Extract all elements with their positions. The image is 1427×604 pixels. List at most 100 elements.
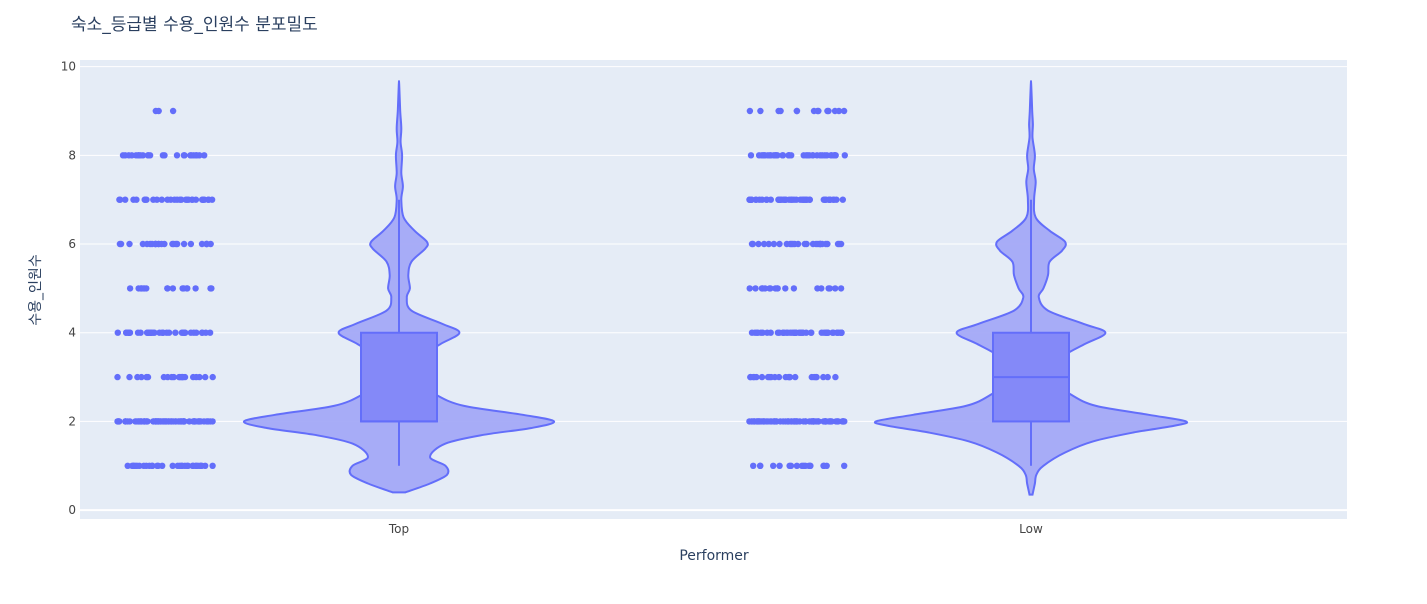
data-point — [123, 329, 130, 336]
data-point — [152, 107, 159, 115]
data-point — [139, 285, 147, 292]
data-point — [770, 462, 777, 469]
y-axis-title: 수용_인원수 — [28, 254, 44, 326]
data-point — [207, 285, 214, 292]
data-point — [172, 240, 180, 248]
data-point — [198, 240, 206, 248]
data-point — [824, 240, 831, 248]
y-tick-label: 6 — [68, 237, 76, 251]
data-point — [159, 329, 166, 336]
data-point — [800, 196, 807, 203]
data-point — [767, 329, 774, 336]
data-point — [794, 240, 802, 248]
data-point — [748, 196, 755, 203]
data-point — [143, 418, 150, 425]
data-point — [789, 240, 797, 248]
data-point — [746, 107, 754, 115]
data-point — [824, 107, 831, 115]
violin-layer — [242, 80, 1189, 496]
data-point — [817, 240, 824, 248]
data-point — [150, 196, 157, 203]
data-point — [832, 285, 839, 292]
data-point — [119, 152, 127, 159]
data-point — [792, 418, 799, 425]
data-point — [192, 196, 200, 203]
data-point — [792, 329, 799, 336]
data-point — [803, 152, 810, 159]
data-point — [197, 462, 204, 469]
data-point — [779, 152, 787, 159]
data-point — [803, 329, 810, 336]
data-point — [183, 196, 191, 203]
data-point — [770, 240, 778, 248]
data-point — [117, 240, 125, 248]
data-point — [790, 285, 798, 292]
data-point — [785, 418, 792, 425]
data-point — [833, 329, 841, 336]
data-point — [819, 152, 826, 159]
data-point — [191, 418, 198, 425]
data-point — [114, 418, 122, 425]
data-point — [126, 373, 133, 381]
data-point — [841, 152, 848, 159]
data-point — [129, 462, 136, 469]
data-point — [760, 240, 768, 248]
data-point — [776, 462, 783, 469]
data-point — [752, 285, 759, 292]
data-point — [831, 107, 839, 115]
data-point — [155, 418, 162, 425]
data-point — [196, 418, 203, 425]
data-point — [158, 196, 165, 203]
data-point — [750, 373, 757, 381]
data-point — [793, 107, 800, 115]
data-point — [820, 418, 827, 425]
data-point — [809, 418, 816, 425]
data-point — [187, 240, 195, 248]
data-point — [824, 329, 832, 336]
data-point — [775, 373, 783, 381]
data-point — [757, 462, 764, 469]
data-point — [829, 329, 836, 336]
data-point — [161, 152, 168, 159]
data-point — [205, 196, 212, 203]
data-point — [808, 373, 815, 381]
y-tick-label: 10 — [61, 60, 76, 74]
data-point — [767, 285, 774, 292]
data-point — [199, 196, 206, 203]
data-point — [137, 152, 144, 159]
data-point — [176, 196, 184, 203]
data-point — [192, 462, 199, 469]
data-point — [757, 107, 764, 115]
data-point — [785, 152, 792, 159]
data-point — [187, 329, 195, 336]
data-point — [139, 240, 147, 248]
axis-layer: 0 2 4 6 8 10 Top Low — [61, 60, 1043, 536]
data-point — [122, 418, 129, 425]
data-point — [814, 107, 821, 115]
data-point — [786, 373, 794, 381]
data-point — [788, 196, 795, 203]
data-point — [143, 373, 150, 381]
data-point — [128, 152, 135, 159]
x-axis-title: Performer — [679, 548, 749, 564]
data-point — [201, 152, 208, 159]
data-point — [758, 373, 766, 381]
data-point — [818, 285, 825, 292]
data-point — [181, 152, 188, 159]
data-point — [774, 285, 781, 292]
y-tick-label: 8 — [68, 148, 76, 162]
y-tick-label: 4 — [68, 326, 76, 340]
data-point — [136, 418, 143, 425]
data-point — [818, 329, 825, 336]
data-point — [133, 196, 140, 203]
data-point — [134, 329, 142, 336]
data-point — [748, 329, 756, 336]
data-point — [767, 196, 774, 203]
data-point — [765, 240, 772, 248]
data-point — [798, 462, 806, 469]
data-point — [202, 462, 209, 469]
data-point — [192, 152, 200, 159]
data-point — [126, 285, 134, 292]
